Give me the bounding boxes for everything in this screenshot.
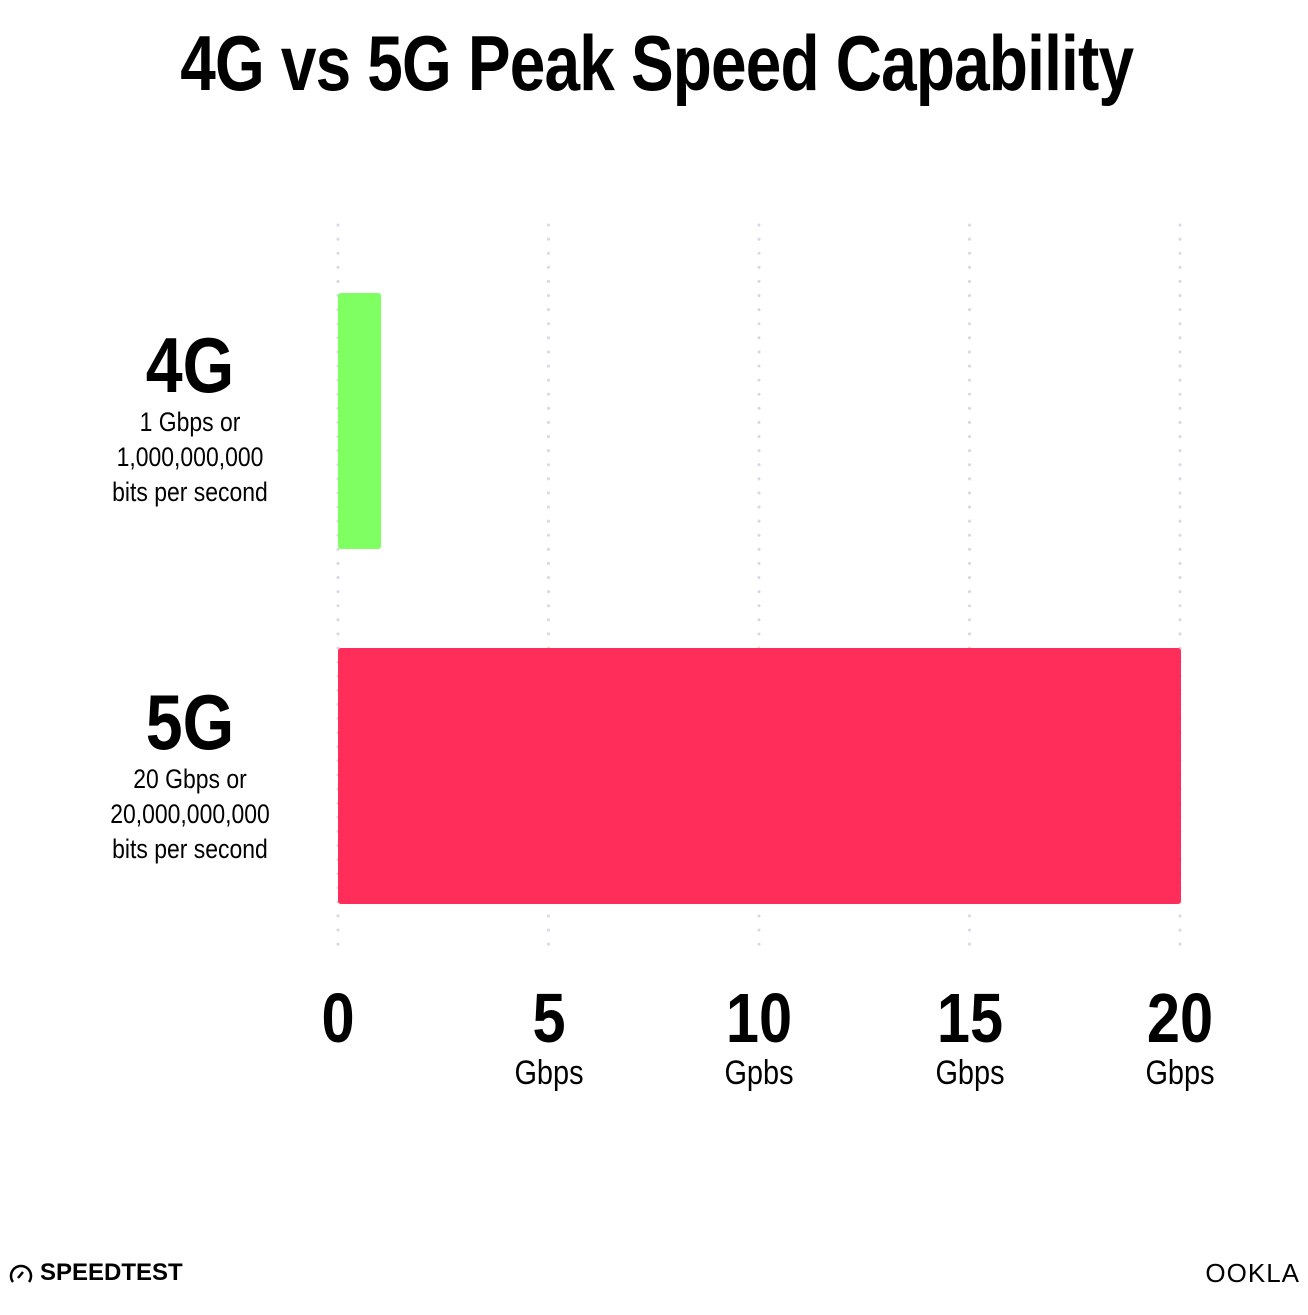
category-label-4g: 4G 1 Gbps or 1,000,000,000 bits per seco…: [60, 325, 320, 510]
x-tick-label: 15 Gbps: [890, 982, 1050, 1092]
tick-unit: Gbps: [513, 1054, 584, 1092]
category-note: 20 Gbps or 20,000,000,000 bits per secon…: [110, 764, 270, 864]
tick-value: 10: [725, 979, 793, 1057]
bar-4g: [338, 293, 382, 549]
tick-unit: Gbps: [934, 1054, 1005, 1092]
x-tick-label: 5 Gbps: [469, 982, 629, 1092]
category-note: 1 Gbps or 1,000,000,000 bits per second: [112, 407, 268, 507]
x-tick-label: 10 Gpbs: [679, 982, 839, 1092]
tick-value: 0: [321, 979, 355, 1057]
x-tick-label: 0: [258, 982, 418, 1054]
ookla-logo: OOKLA: [1205, 1258, 1300, 1288]
tick-unit: Gpbs: [724, 1054, 794, 1092]
category-name: 5G: [145, 678, 235, 766]
category-label-5g: 5G 20 Gbps or 20,000,000,000 bits per se…: [60, 682, 320, 867]
tick-value: 20: [1146, 979, 1214, 1057]
tick-value: 5: [531, 979, 566, 1057]
bar-5g: [338, 648, 1181, 904]
speedtest-logo-text: SPEEDTEST: [40, 1259, 183, 1286]
speedtest-logo: SPEEDTEST: [8, 1259, 183, 1287]
tick-value: 15: [936, 979, 1003, 1057]
category-name: 4G: [145, 321, 235, 409]
tick-unit: Gbps: [1145, 1054, 1215, 1092]
x-tick-label: 20 Gbps: [1100, 982, 1260, 1092]
chart-title: 4G vs 5G Peak Speed Capability: [180, 19, 1134, 107]
gauge-icon: [9, 1264, 33, 1283]
